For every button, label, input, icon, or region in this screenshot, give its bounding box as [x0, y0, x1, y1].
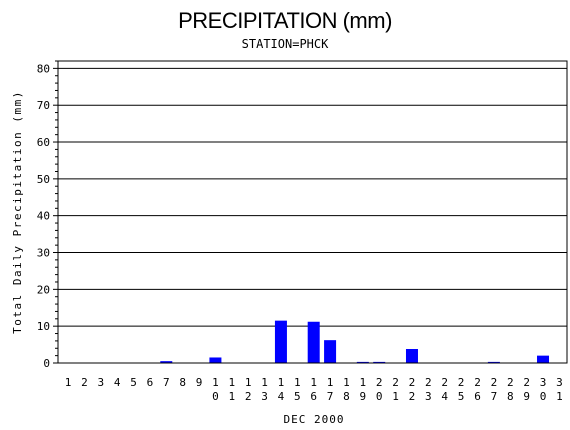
chart-subtitle: STATION=PHCK: [242, 37, 329, 51]
bar-day-10: [209, 357, 222, 363]
y-tick-label: 40: [37, 210, 50, 223]
bar-day-17: [324, 340, 337, 363]
x-tick-label: 2: [81, 376, 88, 389]
x-tick-label: 5: [130, 376, 137, 389]
y-axis-ticks: 0 10 20 30 40 50 60 70 80: [37, 60, 58, 370]
bar-day-22: [405, 349, 418, 363]
y-tick-label: 10: [37, 320, 50, 333]
x-axis-label: DEC 2000: [284, 413, 345, 426]
bar-day-7: [160, 361, 173, 363]
x-tick-label: 1: [65, 376, 72, 389]
x-tick-label: 6: [147, 376, 154, 389]
y-tick-label: 60: [37, 136, 50, 149]
y-tick-label: 30: [37, 247, 50, 260]
plot-frame: [57, 60, 568, 364]
y-tick-label: 20: [37, 283, 50, 296]
y-tick-label: 80: [37, 62, 50, 75]
chart-title: PRECIPITATION (mm): [178, 8, 392, 33]
bar-day-20: [373, 361, 386, 363]
y-tick-label: 50: [37, 173, 50, 186]
bar-series: [160, 320, 550, 363]
x-tick-label: 3: [97, 376, 104, 389]
bar-day-30: [537, 355, 550, 363]
y-tick-label: 70: [37, 99, 50, 112]
y-axis-label: Total Daily Precipitation (mm): [11, 90, 24, 334]
x-tick-label: 4: [114, 376, 121, 389]
bar-day-27: [487, 361, 500, 363]
bar-day-14: [274, 320, 287, 363]
bar-day-19: [356, 361, 369, 363]
x-tick-label: 8: [179, 376, 186, 389]
bar-day-16: [307, 321, 320, 363]
x-axis-ticks: 1 2 3 4 5 6 7 8 9 1 01 11 21 31 41 51 61 71 81 92 02 12 22 32 42…: [65, 376, 563, 403]
y-tick-label: 0: [43, 357, 50, 370]
grid-lines: [58, 67, 567, 327]
x-tick-label: 7: [163, 376, 170, 389]
x-tick-label: 9: [196, 376, 203, 389]
